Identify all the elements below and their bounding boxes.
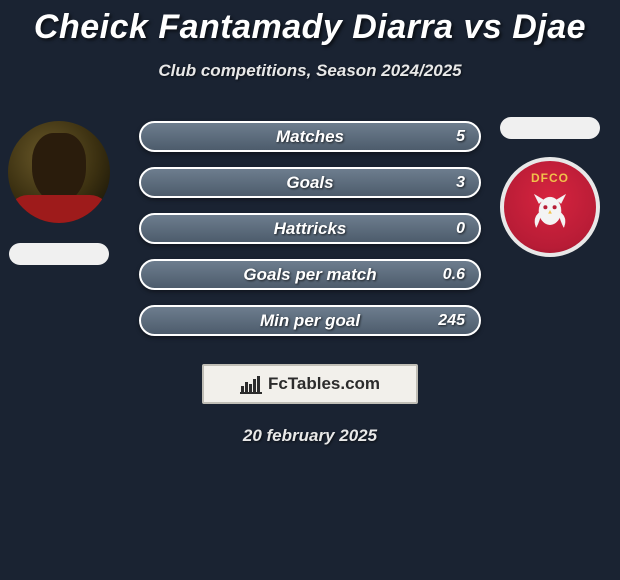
stat-label: Hattricks (274, 219, 347, 239)
stat-label: Min per goal (260, 311, 360, 331)
stats-list: Matches 5 Goals 3 Hattricks 0 Goals per … (139, 121, 481, 336)
stat-right-value: 5 (456, 128, 465, 146)
stat-right-value: 245 (438, 312, 465, 330)
page-subtitle: Club competitions, Season 2024/2025 (0, 61, 620, 81)
owl-icon (527, 187, 573, 233)
stat-right-value: 0.6 (443, 266, 465, 284)
player-right-flag (500, 117, 600, 139)
stat-right-value: 3 (456, 174, 465, 192)
stat-row: Hattricks 0 (139, 213, 481, 244)
stat-row: Goals per match 0.6 (139, 259, 481, 290)
player-right: DFCO (500, 121, 600, 257)
stat-label: Goals per match (243, 265, 376, 285)
player-left-avatar (8, 121, 110, 223)
player-left (8, 121, 110, 265)
crest-text: DFCO (531, 171, 569, 185)
branding-panel: FcTables.com (202, 364, 418, 404)
player-right-crest: DFCO (500, 157, 600, 257)
barchart-icon (240, 374, 262, 394)
stat-row: Min per goal 245 (139, 305, 481, 336)
comparison-panel: DFCO Matches (0, 121, 620, 446)
page-title: Cheick Fantamady Diarra vs Djae (0, 8, 620, 47)
stat-label: Goals (286, 173, 333, 193)
player-left-flag (9, 243, 109, 265)
branding-text: FcTables.com (268, 374, 380, 394)
root: Cheick Fantamady Diarra vs Djae Club com… (0, 0, 620, 446)
stat-row: Goals 3 (139, 167, 481, 198)
stat-right-value: 0 (456, 220, 465, 238)
stat-row: Matches 5 (139, 121, 481, 152)
stat-label: Matches (276, 127, 344, 147)
footer-date: 20 february 2025 (0, 426, 620, 446)
